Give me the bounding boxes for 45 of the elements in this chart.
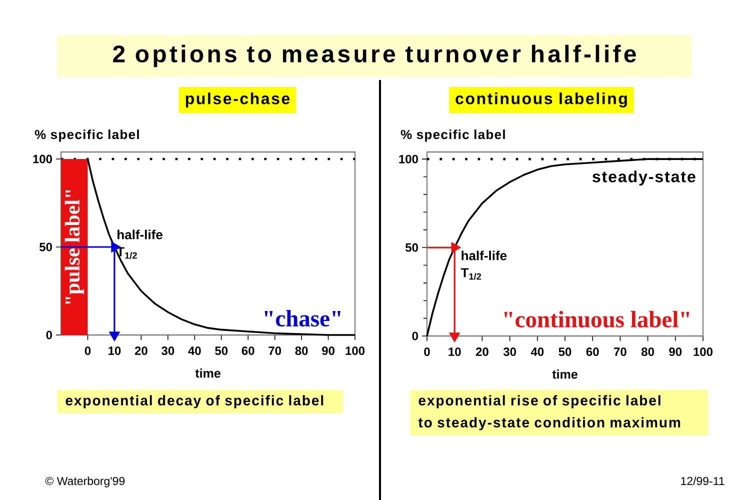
x-tick-label: 20 — [134, 346, 148, 356]
chart-title: 2 options to measure turnover half-life — [113, 44, 636, 68]
x-tick-label: 10 — [448, 348, 461, 356]
text: © Waterborg'99 — [45, 476, 125, 488]
x-tick-label: 20 — [476, 348, 488, 356]
y-tick-label: 0 — [46, 330, 52, 340]
annotation: half-life T$_{1/2}$ — [460, 250, 507, 280]
x-tick-label: 30 — [162, 346, 174, 356]
x-tick-label: 70 — [268, 346, 281, 356]
text: exponential rise of specific label — [418, 395, 660, 408]
y-tick-label: 0 — [412, 332, 418, 340]
x-axis-title: time — [195, 368, 220, 378]
annotation: "continuous label" — [504, 310, 690, 328]
x-tick-label: 40 — [530, 348, 544, 356]
y-tick-label: 100 — [399, 154, 418, 164]
x-tick-label: 60 — [242, 346, 254, 356]
x-tick-label: 90 — [322, 346, 334, 356]
x-tick-label: 10 — [108, 346, 121, 356]
y-tick-label: 50 — [40, 242, 52, 252]
annotation: "chase" — [264, 310, 340, 327]
x-tick-label: 40 — [188, 346, 201, 356]
x-tick-label: 0 — [424, 348, 430, 356]
annotation: steady-state — [592, 170, 696, 186]
x-tick-label: 80 — [642, 348, 654, 356]
y-axis-title: % specific label — [400, 130, 505, 142]
x-tick-label: 60 — [586, 348, 599, 356]
x-tick-label: 100 — [694, 348, 713, 356]
y-tick-label: 50 — [406, 243, 418, 252]
x-tick-label: 30 — [503, 348, 516, 356]
chart-subtitle: continuous labeling — [456, 92, 627, 108]
x-axis-title: time — [552, 370, 578, 379]
y-axis-title: % specific label — [34, 130, 139, 142]
text: exponential decay of specific label — [66, 395, 324, 408]
x-tick-label: 70 — [614, 348, 626, 356]
x-tick-label: 80 — [295, 346, 308, 356]
x-tick-label: 100 — [346, 346, 365, 356]
text: 12/99-11 — [681, 476, 724, 486]
x-tick-label: 50 — [215, 346, 228, 356]
y-tick-label: 100 — [33, 154, 52, 164]
series-label: "pulse label" — [64, 190, 84, 304]
text: to steady-state condition maximum — [418, 417, 680, 430]
x-tick-label: 0 — [84, 346, 91, 356]
chart-subtitle: pulse-chase — [186, 92, 290, 108]
x-tick-label: 50 — [558, 348, 572, 356]
x-tick-label: 90 — [669, 348, 682, 356]
